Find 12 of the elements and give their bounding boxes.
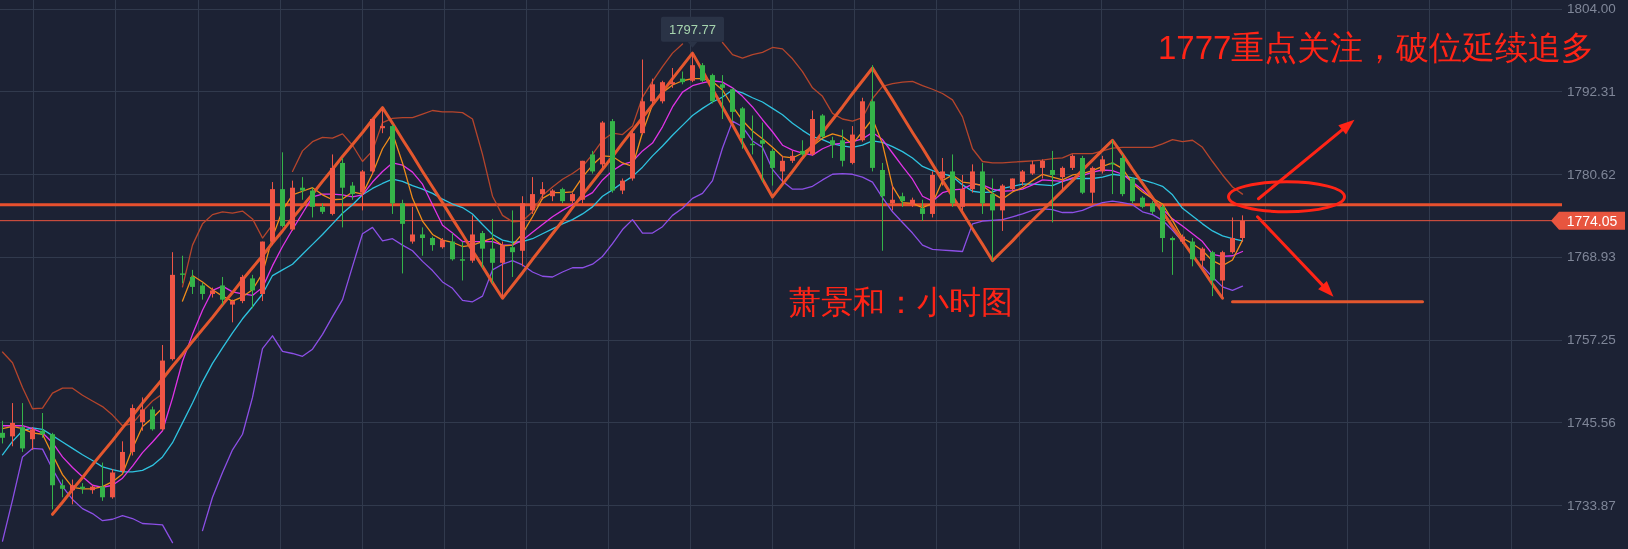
- y-tick-label: 1733.87: [1567, 497, 1616, 513]
- max-label: 1797.77: [661, 16, 724, 48]
- annotation: 1797.77: [669, 21, 716, 37]
- y-tick-label: 1745.56: [1567, 414, 1616, 430]
- y-tick-label: 1804.00: [1567, 1, 1616, 16]
- y-tick-label: 1768.93: [1567, 249, 1616, 265]
- annotation: 1777重点关注，破位延续追多: [1158, 29, 1595, 66]
- y-tick-label: 1757.25: [1567, 332, 1616, 348]
- y-tick-label: 1792.31: [1567, 83, 1616, 99]
- ref-line-label: 1774.05: [1566, 212, 1618, 229]
- annotation: 萧景和：小时图: [789, 284, 1013, 320]
- y-tick-label: 1780.62: [1567, 166, 1616, 182]
